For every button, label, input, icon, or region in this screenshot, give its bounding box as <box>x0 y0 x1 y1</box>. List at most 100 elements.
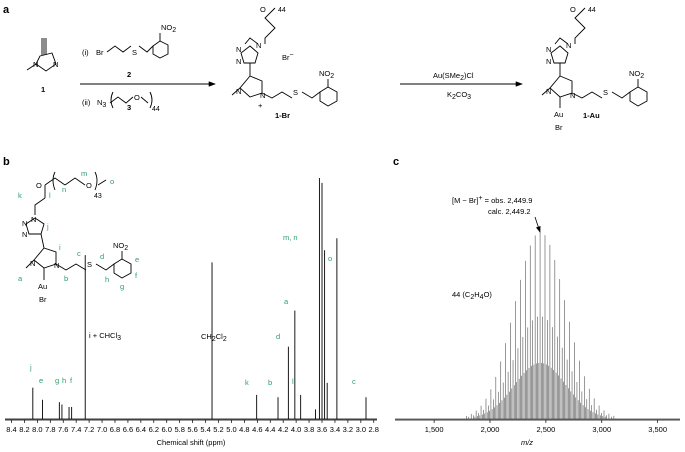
triazole-n-1br-a: N <box>236 45 241 54</box>
nmr-structure-n1: N <box>22 219 27 228</box>
proton-label-i: i <box>59 243 61 252</box>
nmr-x-tick-label: 5.8 <box>174 425 184 434</box>
compound-1au-au: Au <box>554 110 563 119</box>
proton-label-g: g <box>120 282 124 291</box>
nmr-structure-n5: N <box>54 261 59 270</box>
nmr-annotation-j: j <box>29 363 32 372</box>
reagent-ii-n3: N3 <box>97 98 106 109</box>
reagent-ii-tag: (ii) <box>82 98 91 107</box>
nmr-x-tick-label: 6.4 <box>136 425 146 434</box>
proton-label-f: f <box>135 271 138 280</box>
triazole-n-1br-b: N <box>236 57 241 66</box>
proton-label-l: l <box>49 191 51 200</box>
nmr-x-tick-label: 5.2 <box>213 425 223 434</box>
triazole-n-1br-c: N <box>256 41 261 50</box>
compound-1au-label: 1-Au <box>583 111 600 120</box>
nmr-x-tick-label: 8.4 <box>6 425 16 434</box>
nmr-structure <box>25 171 132 280</box>
nmr-x-ticks: 8.4 8.2 8.0 7.8 7.6 7.4 7.2 7.0 6.8 6.6 6.4 6.2 6.0 5… <box>6 420 379 434</box>
nmr-annotation-k: k <box>245 378 249 387</box>
ms-x-tick-label: 2,000 <box>481 425 500 434</box>
proton-label-k: k <box>18 191 22 200</box>
nmr-x-tick-label: 4.8 <box>239 425 249 434</box>
proton-label-n: n <box>62 185 66 194</box>
ms-spectrum <box>395 232 680 420</box>
nmr-annotation-o: o <box>328 254 332 263</box>
step2-base: K2CO3 <box>447 90 471 101</box>
proton-label-h: h <box>105 275 109 284</box>
proton-label-a: a <box>18 274 23 283</box>
reagent-i-sulfur: S <box>132 48 137 57</box>
nmr-x-tick-label: 7.4 <box>71 425 81 434</box>
reagent-ii-sub: 44 <box>152 106 160 113</box>
reagent-3-structure <box>109 91 153 109</box>
nmr-x-tick-label: 3.6 <box>317 425 327 434</box>
nmr-x-tick-label: 7.6 <box>58 425 68 434</box>
compound-1au-br: Br <box>555 123 563 132</box>
imidazole-n-1br-a: N <box>236 87 241 96</box>
nmr-structure-o: O <box>36 181 42 190</box>
nmr-x-label: Chemical shift (ppm) <box>157 438 226 447</box>
nmr-x-tick-label: 6.2 <box>149 425 159 434</box>
compound-1br-no2: NO2 <box>319 69 334 80</box>
nmr-x-tick-label: 4.0 <box>291 425 301 434</box>
nmr-annotation-l: l <box>292 377 294 386</box>
nmr-structure-no2: NO2 <box>113 241 128 252</box>
compound-1-n1: N <box>33 60 38 69</box>
nmr-annotation-ch2cl2: CH2Cl2 <box>201 332 227 343</box>
imidazole-n-1au-a: N <box>546 87 551 96</box>
nmr-spectrum <box>5 178 377 420</box>
compound-1-label: 1 <box>41 85 45 94</box>
nmr-structure-n3: N <box>31 215 36 224</box>
nmr-structure-n2: N <box>22 230 27 239</box>
nmr-structure-sub43: 43 <box>94 193 102 200</box>
compound-1br-anion: Br− <box>282 52 294 62</box>
compound-1-structure <box>26 38 57 72</box>
compound-1-n2: N <box>53 60 58 69</box>
reagent-i-br: Br <box>96 48 104 57</box>
compound-1au-sub: 44 <box>588 7 596 14</box>
nmr-annotation-e: e <box>39 376 43 385</box>
triazole-n-1au-b: N <box>546 57 551 66</box>
nmr-structure-n4: N <box>30 259 35 268</box>
proton-label-o: o <box>110 177 114 186</box>
nmr-x-tick-label: 7.0 <box>97 425 107 434</box>
panel-label-c: c <box>393 156 399 168</box>
reagent-2-structure <box>106 33 169 59</box>
ms-x-label: m/z <box>521 438 533 447</box>
imidazole-n-1au-b: N <box>570 91 575 100</box>
ms-annotation-arrow <box>534 216 541 233</box>
nmr-x-tick-label: 3.2 <box>343 425 353 434</box>
compound-1au-o: O <box>570 5 576 14</box>
proton-label-e: e <box>135 255 139 264</box>
nmr-annotation-b: b <box>268 378 272 387</box>
nmr-x-tick-label: 7.2 <box>84 425 94 434</box>
nmr-annotation-g: g <box>55 376 59 385</box>
ms-x-tick-label: 1,500 <box>425 425 444 434</box>
nmr-structure-s: S <box>87 260 92 269</box>
proton-label-c: c <box>77 249 81 258</box>
compound-1br-sub: 44 <box>278 7 286 14</box>
nmr-x-tick-label: 6.0 <box>162 425 172 434</box>
ms-x-tick-label: 3,500 <box>648 425 667 434</box>
nmr-x-tick-label: 4.4 <box>265 425 275 434</box>
nmr-x-tick-label: 2.8 <box>369 425 379 434</box>
proton-label-m: m <box>81 169 87 178</box>
reagent-3-number: 3 <box>127 103 131 112</box>
nmr-x-tick-label: 3.4 <box>330 425 340 434</box>
compound-1br-o: O <box>260 5 266 14</box>
step2-reagent: Au(SMe2)Cl <box>433 71 474 82</box>
triazole-n-1au-c: N <box>566 41 571 50</box>
nmr-x-tick-label: 7.8 <box>45 425 55 434</box>
ms-repeat-label: 44 (C2H4O) <box>452 290 492 301</box>
reagent-i-no2: NO2 <box>161 23 176 34</box>
nmr-annotation-mn: m, n <box>283 233 298 242</box>
nmr-x-tick-label: 5.0 <box>226 425 236 434</box>
nmr-x-tick-label: 4.2 <box>278 425 288 434</box>
nmr-annotation-f: f <box>70 376 73 385</box>
reagent-i-tag: (i) <box>82 48 89 57</box>
reagent-2-number: 2 <box>127 70 131 79</box>
nmr-x-tick-label: 5.6 <box>187 425 197 434</box>
reagent-ii-o: O <box>134 93 140 102</box>
